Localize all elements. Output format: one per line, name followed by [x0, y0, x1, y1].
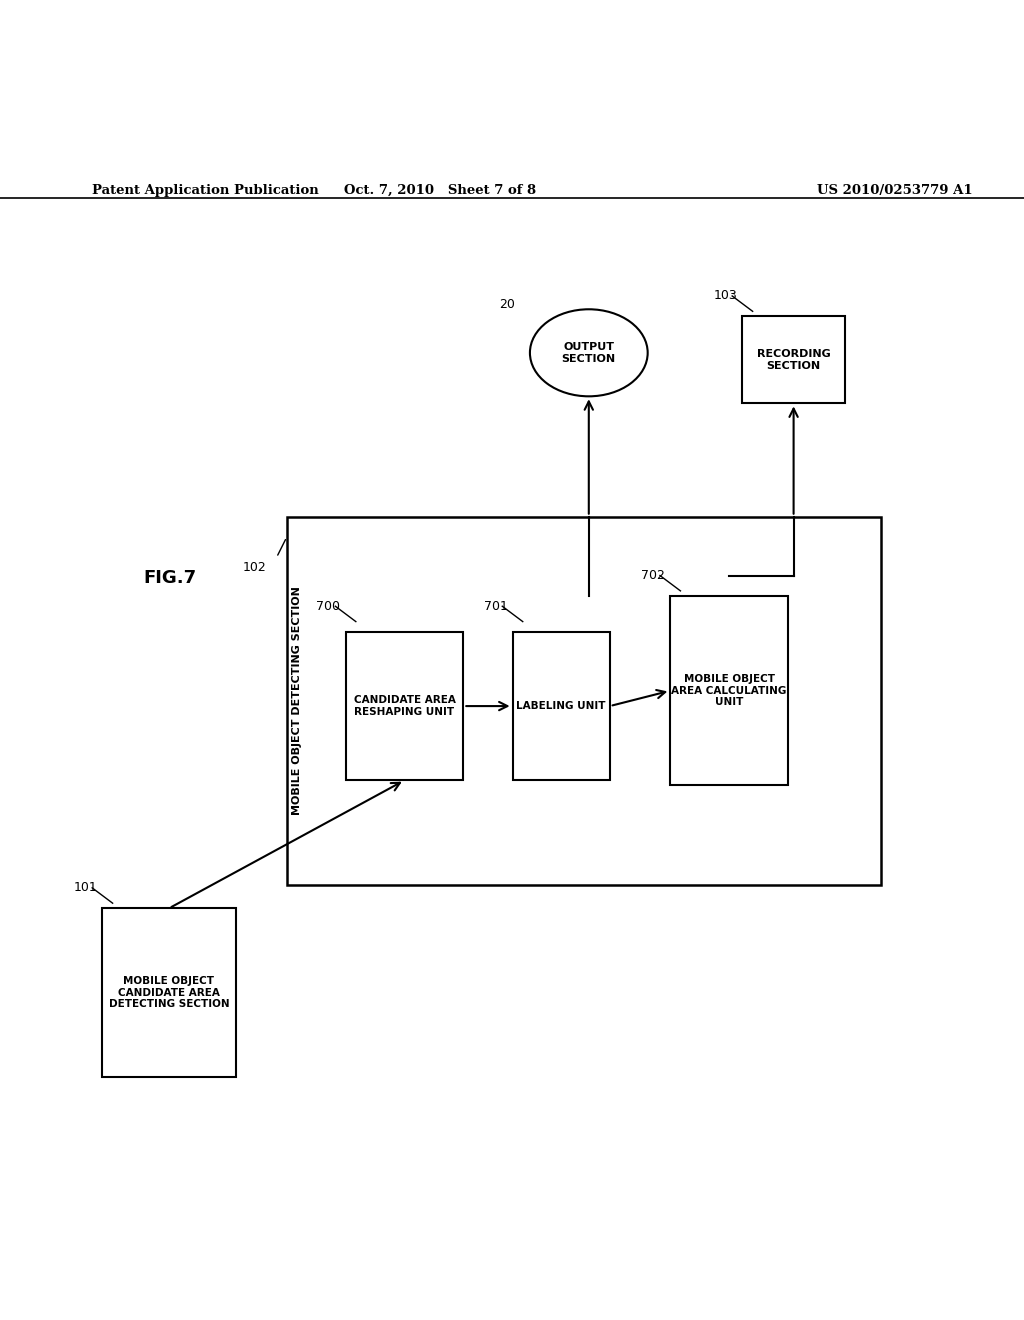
Text: MOBILE OBJECT DETECTING SECTION: MOBILE OBJECT DETECTING SECTION [292, 586, 302, 816]
Text: MOBILE OBJECT
CANDIDATE AREA
DETECTING SECTION: MOBILE OBJECT CANDIDATE AREA DETECTING S… [109, 977, 229, 1010]
Text: 702: 702 [641, 569, 666, 582]
Text: 20: 20 [499, 297, 514, 310]
Text: Oct. 7, 2010   Sheet 7 of 8: Oct. 7, 2010 Sheet 7 of 8 [344, 183, 537, 197]
Bar [287, 516, 881, 886]
Text: 101: 101 [74, 882, 97, 895]
FancyBboxPatch shape [670, 597, 788, 785]
Text: OUTPUT
SECTION: OUTPUT SECTION [562, 342, 615, 363]
Text: 701: 701 [483, 599, 508, 612]
Text: 102: 102 [243, 561, 266, 574]
Text: MOBILE OBJECT
AREA CALCULATING
UNIT: MOBILE OBJECT AREA CALCULATING UNIT [672, 675, 786, 708]
Text: RECORDING
SECTION: RECORDING SECTION [757, 350, 830, 371]
FancyBboxPatch shape [346, 632, 463, 780]
Ellipse shape [530, 309, 647, 396]
Text: US 2010/0253779 A1: US 2010/0253779 A1 [817, 183, 973, 197]
Text: Patent Application Publication: Patent Application Publication [92, 183, 318, 197]
FancyBboxPatch shape [513, 632, 610, 780]
Text: FIG.7: FIG.7 [143, 569, 197, 587]
Text: 700: 700 [316, 599, 340, 612]
FancyBboxPatch shape [102, 908, 236, 1077]
Text: CANDIDATE AREA
RESHAPING UNIT: CANDIDATE AREA RESHAPING UNIT [353, 696, 456, 717]
Text: LABELING UNIT: LABELING UNIT [516, 701, 606, 711]
FancyBboxPatch shape [742, 317, 845, 404]
Text: 103: 103 [714, 289, 737, 302]
